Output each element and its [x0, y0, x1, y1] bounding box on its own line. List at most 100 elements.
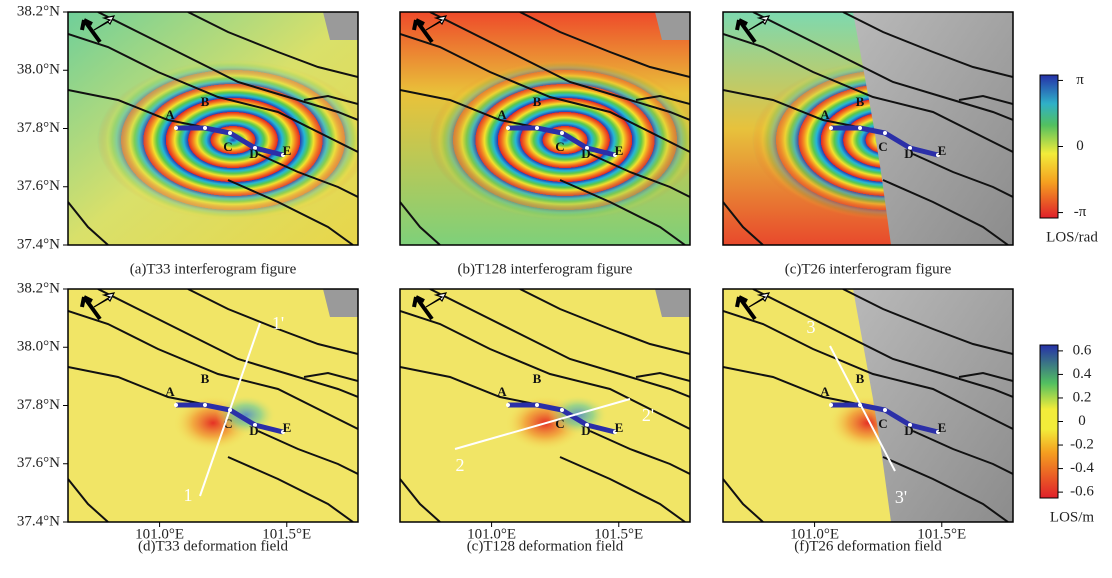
lon-tick-label: 101.5°E	[917, 526, 966, 542]
colorbar-tick-label: 0.2	[1073, 389, 1092, 405]
rupture-node	[560, 408, 564, 412]
lon-tick-label: 101.5°E	[594, 526, 643, 542]
rupture-node	[203, 126, 207, 130]
colorbar-title: LOS/m	[1050, 509, 1095, 525]
map-panel: A B C D E	[68, 12, 369, 245]
point-label: C	[878, 139, 887, 154]
rupture-node	[174, 126, 178, 130]
profile-label: 1'	[272, 313, 284, 333]
lat-tick-label: 37.8°N	[17, 120, 60, 136]
lat-tick-label: 37.4°N	[17, 513, 60, 529]
map-content: A B C D E	[68, 12, 369, 245]
point-label: D	[249, 146, 258, 161]
point-label: E	[283, 420, 292, 435]
profile-label: 2'	[642, 405, 654, 425]
map-panel: A B C D E 3 3'	[723, 289, 1013, 522]
rupture-node	[535, 403, 539, 407]
point-label: E	[615, 420, 624, 435]
lat-tick-label: 38.0°N	[17, 339, 60, 355]
point-label: A	[165, 107, 175, 122]
map-content: A B C D E	[400, 12, 701, 245]
colorbar-tick-label: -0.4	[1070, 460, 1094, 476]
rupture-node	[228, 131, 232, 135]
point-label: D	[904, 146, 913, 161]
point-label: E	[938, 420, 947, 435]
fringes	[429, 60, 701, 220]
fringe-ellipse	[97, 60, 369, 220]
map-panel: ABCDE11'	[68, 289, 358, 522]
colorbar-tick-label: 0	[1078, 413, 1086, 429]
panel-caption: (b)T128 interferogram figure	[458, 261, 633, 277]
lat-tick-label: 37.4°N	[17, 236, 60, 252]
colorbar-tick-label: 0.6	[1073, 342, 1092, 358]
point-label: C	[878, 416, 887, 431]
rupture-node	[203, 403, 207, 407]
point-label: D	[249, 423, 258, 438]
point-label: A	[165, 384, 175, 399]
point-label: E	[615, 143, 624, 158]
lon-tick-label: 101.0°E	[467, 526, 516, 542]
map-panel: A B C D E	[400, 12, 701, 245]
lat-tick-label: 37.8°N	[17, 397, 60, 413]
fringe-ellipse	[429, 60, 701, 220]
map-content: A B C D E 3 3'	[723, 289, 1013, 522]
point-label: A	[820, 107, 830, 122]
point-label: B	[201, 371, 210, 386]
colorbar-tick-label: 0	[1076, 138, 1084, 154]
colorbar-tick-label: 0.4	[1073, 366, 1092, 382]
lat-tick-label: 37.6°N	[17, 455, 60, 471]
point-label: E	[283, 143, 292, 158]
point-label: D	[904, 423, 913, 438]
point-label: B	[533, 94, 542, 109]
lon-tick-label: 101.0°E	[790, 526, 839, 542]
lat-tick-label: 38.0°N	[17, 62, 60, 78]
rupture-node	[506, 403, 510, 407]
profile-label: 3	[807, 317, 816, 337]
rupture-node	[858, 126, 862, 130]
lon-tick-label: 101.0°E	[135, 526, 184, 542]
lat-tick-label: 38.2°N	[17, 3, 60, 19]
point-label: B	[201, 94, 210, 109]
point-label: B	[856, 94, 865, 109]
colorbar	[1040, 345, 1058, 498]
point-label: E	[938, 143, 947, 158]
rupture-node	[829, 126, 833, 130]
rupture-node	[506, 126, 510, 130]
map-panel: A B C D E	[723, 12, 1024, 245]
fringes	[97, 60, 369, 220]
map-content: A B C D E	[723, 12, 1024, 245]
profile-label: 1	[184, 485, 193, 505]
point-label: A	[820, 384, 830, 399]
point-label: A	[497, 107, 507, 122]
rupture-node	[829, 403, 833, 407]
colorbar-tick-label: -0.6	[1070, 484, 1094, 500]
colorbar-tick-label: -π	[1074, 204, 1087, 220]
map-panel: ABCDE22'	[400, 289, 690, 522]
panel-caption: (a)T33 interferogram figure	[130, 261, 297, 277]
colorbar	[1040, 75, 1058, 218]
point-label: C	[555, 139, 564, 154]
point-label: D	[581, 146, 590, 161]
lat-tick-label: 38.2°N	[17, 280, 60, 296]
profile-label: 3'	[895, 487, 907, 507]
panel-caption: (c)T26 interferogram figure	[785, 261, 952, 277]
point-label: A	[497, 384, 507, 399]
rupture-node	[535, 126, 539, 130]
point-label: B	[533, 371, 542, 386]
colorbar-title: LOS/rad	[1046, 229, 1098, 245]
point-label: B	[856, 371, 865, 386]
lat-tick-label: 37.6°N	[17, 178, 60, 194]
rupture-node	[174, 403, 178, 407]
rupture-node	[883, 131, 887, 135]
colorbar-tick-label: π	[1076, 72, 1084, 88]
point-label: C	[223, 139, 232, 154]
lon-tick-label: 101.5°E	[262, 526, 311, 542]
point-label: D	[581, 423, 590, 438]
map-content: ABCDE22'	[400, 289, 690, 522]
rupture-node	[883, 408, 887, 412]
figure: A B C D E (a)T33 interferogram figure 38.2°N 38…	[0, 0, 1112, 578]
colorbar-tick-label: -0.2	[1070, 436, 1094, 452]
profile-label: 2	[456, 455, 465, 475]
rupture-node	[560, 131, 564, 135]
